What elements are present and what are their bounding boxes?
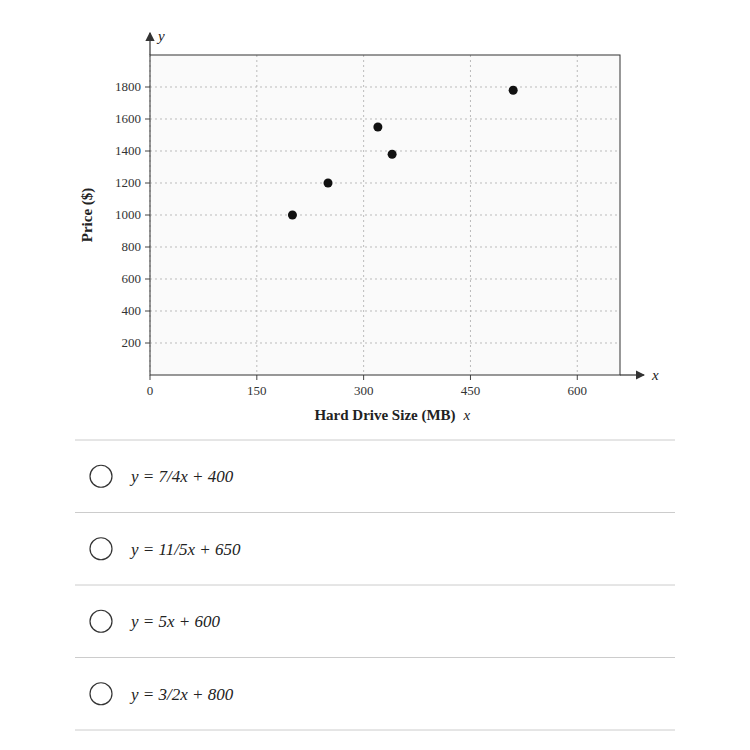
separator [75,585,675,586]
answer-text: y = 5x + 600 [129,612,221,631]
x-axis-label: Hard Drive Size (MB) [314,407,455,424]
x-arrow [620,374,644,375]
tick-mark [256,375,257,380]
answer-text: y = 3/2x + 800 [129,685,234,704]
tick-mark [145,215,150,216]
y-axis-label: Price ($) [79,188,96,243]
grid-line [150,87,620,88]
answer-text: y = 11/5x + 650 [129,540,241,559]
tick-mark [145,87,150,88]
grid-line [150,151,620,152]
answer-text: y = 7/4x + 400 [129,467,234,486]
tick-label: 1600 [115,111,141,126]
point [324,179,333,188]
y-axis-symbol: y [156,28,165,44]
points [288,86,518,220]
grid-line [150,215,620,216]
tick-mark [145,343,150,344]
tick-label: 150 [247,383,267,398]
tick-label: 450 [461,383,481,398]
grid-line [150,183,620,184]
tick-label: 0 [147,383,154,398]
tick-label: 1200 [115,175,141,190]
answer-choices: y = 7/4x + 400 y = 11/5x + 650 y = 5x + 60… [75,440,675,730]
grid-line [150,311,620,312]
grid-line [150,247,620,248]
radio-button[interactable] [90,465,112,487]
tick-mark [470,375,471,380]
grid-line [150,343,620,344]
grid [150,55,620,375]
tick-label: 300 [354,383,374,398]
grid-line [150,119,620,120]
chart: 0 150 300 450 600 200 400 600 800 1000 1200 1400 160… [0,0,750,750]
tick-label: 1000 [115,207,141,222]
radio-button[interactable] [90,538,112,560]
tick-mark [145,183,150,184]
tick-mark [145,119,150,120]
separator [75,730,675,731]
tick-mark [145,279,150,280]
tick-mark [145,311,150,312]
axes: 0 150 300 450 600 200 400 600 800 1000 1200 1400 160… [115,55,620,398]
plot-area [150,55,620,375]
grid-line [150,279,620,280]
y-arrow [149,33,150,55]
point [288,211,297,220]
tick-label: 200 [122,335,142,350]
tick-mark [145,247,150,248]
separator [75,657,675,658]
x-axis-symbol: x [651,367,659,383]
radio-button[interactable] [90,683,112,705]
tick-label: 800 [122,239,142,254]
tick-label: 1400 [115,143,141,158]
tick-mark [363,375,364,380]
point [388,150,397,159]
tick-mark [150,375,151,380]
tick-label: 1800 [115,79,141,94]
tick-mark [145,151,150,152]
tick-label: 400 [122,303,142,318]
radio-button[interactable] [90,610,112,632]
separator [75,440,675,441]
tick-label: 600 [568,383,588,398]
point [509,86,518,95]
tick-label: 600 [122,271,142,286]
tick-mark [577,375,578,380]
x-axis-symbol: x [463,407,471,423]
separator [75,512,675,513]
plot-frame [150,55,620,375]
point [373,123,382,132]
grid-line [363,55,364,375]
